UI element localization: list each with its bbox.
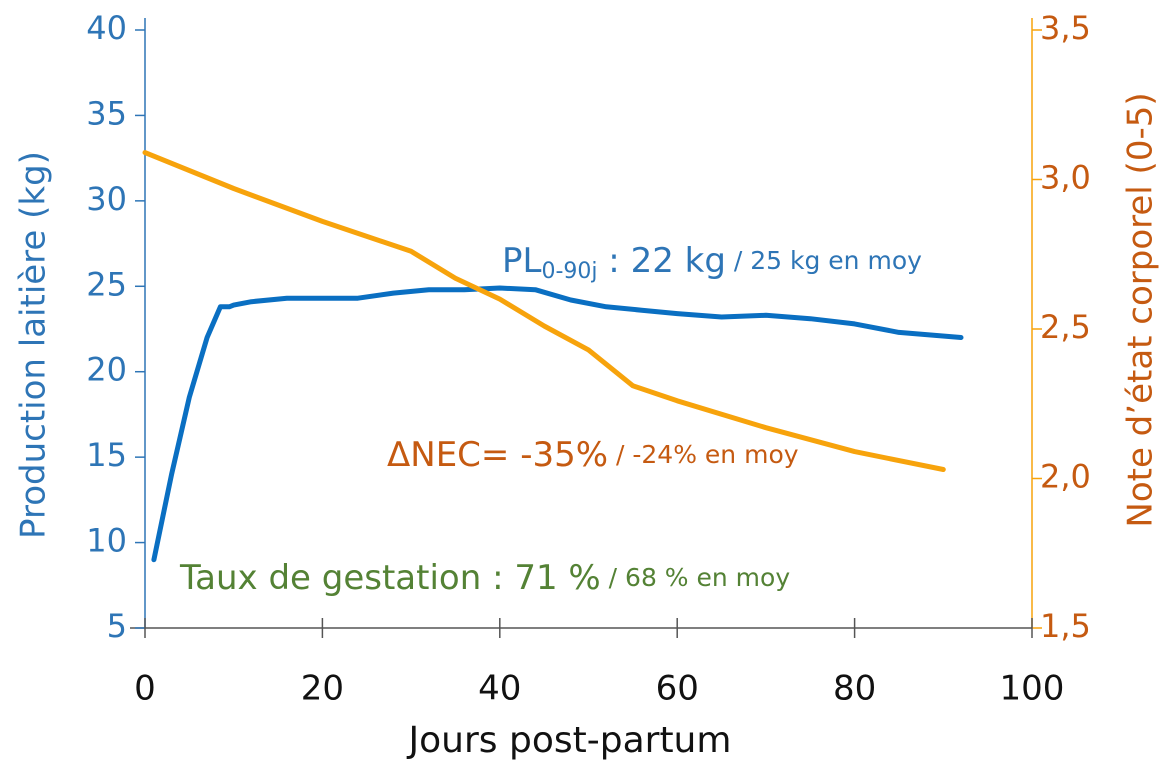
y2-tick-label: 2,0 [1040,458,1091,496]
x-tick-label: 100 [1000,669,1065,709]
annotation: PL0-90j : 22 kg / 25 kg en moy [502,241,922,285]
x-tick-label: 0 [134,669,156,709]
x-tick-label: 60 [656,669,699,709]
x-tick-label: 80 [833,669,876,709]
annotation-part: 0-90j [541,259,597,284]
y-tick-label: 20 [86,351,127,389]
annotation-part: / -24% en moy [608,440,799,469]
y2-tick-label: 2,5 [1040,308,1091,346]
y-tick-label: 35 [86,94,127,132]
y-tick-label: 10 [86,522,127,560]
x-tick-label: 20 [301,669,344,709]
y-tick-label: 30 [86,180,127,218]
y-axis-label: Production laitière (kg) [14,151,54,539]
annotation-part: / 68 % en moy [601,563,791,592]
y2-tick-label: 3,5 [1040,9,1091,47]
series-line [142,150,946,472]
y2-axis-label: Note d’état corporel (0-5) [1121,92,1161,527]
x-axis-label: Jours post-partum [407,720,732,761]
y-tick-label: 40 [86,9,127,47]
annotation-part: / 25 kg en moy [726,246,922,275]
y2-tick-label: 1,5 [1040,607,1091,645]
y-tick-label: 25 [86,265,127,303]
annotation-part: PL [502,241,542,281]
annotation-part: : 22 kg [598,241,726,281]
annotation-part: ΔNEC= -35% [387,435,608,475]
annotation-part: Taux de gestation : 71 % [179,558,601,598]
annotation: Taux de gestation : 71 % / 68 % en moy [179,558,790,598]
y-tick-label: 15 [86,436,127,474]
series-line [151,285,964,563]
x-tick-label: 40 [478,669,521,709]
y2-tick-label: 3,0 [1040,159,1091,197]
annotation: ΔNEC= -35% / -24% en moy [387,435,799,475]
y-tick-label: 5 [107,607,127,645]
